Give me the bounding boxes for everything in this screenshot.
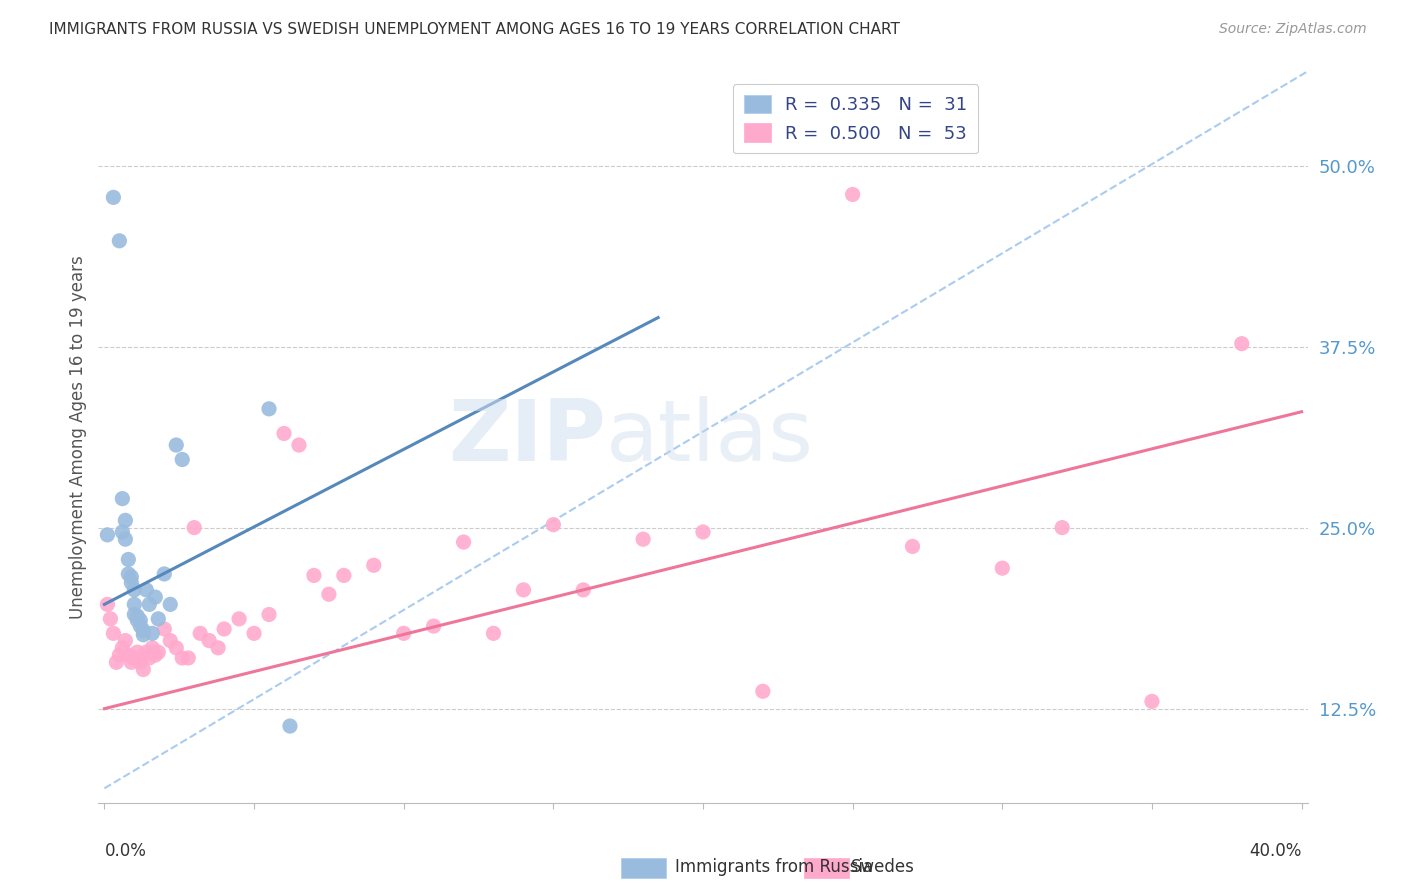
Point <box>228 612 250 626</box>
Point <box>165 640 187 655</box>
Point <box>1050 520 1073 534</box>
Text: IMMIGRANTS FROM RUSSIA VS SWEDISH UNEMPLOYMENT AMONG AGES 16 TO 19 YEARS CORRELA: IMMIGRANTS FROM RUSSIA VS SWEDISH UNEMPL… <box>49 22 900 37</box>
Point <box>96 528 118 542</box>
Point <box>257 401 280 416</box>
Point <box>207 640 229 655</box>
Point <box>135 645 157 659</box>
Point <box>108 234 131 248</box>
Point <box>212 622 235 636</box>
Point <box>127 645 149 659</box>
Point <box>752 684 775 698</box>
Point <box>572 582 595 597</box>
Point <box>333 568 356 582</box>
Point <box>172 651 194 665</box>
Point <box>103 626 125 640</box>
Point <box>111 491 134 506</box>
Text: 40.0%: 40.0% <box>1249 842 1302 860</box>
Point <box>288 438 311 452</box>
Point <box>105 655 128 669</box>
Text: ZIP: ZIP <box>449 395 606 479</box>
Point <box>188 626 211 640</box>
Point <box>114 532 136 546</box>
Point <box>302 568 325 582</box>
Point <box>143 648 166 662</box>
Point <box>124 598 146 612</box>
Point <box>127 609 149 624</box>
Point <box>108 648 131 662</box>
Point <box>96 598 118 612</box>
Point <box>132 624 155 638</box>
Point <box>120 655 142 669</box>
Point <box>318 587 340 601</box>
Point <box>273 426 295 441</box>
Point <box>127 613 149 627</box>
Point <box>159 598 181 612</box>
Point <box>183 520 205 534</box>
Point <box>278 719 301 733</box>
Point <box>117 566 139 581</box>
Point <box>153 622 176 636</box>
Text: Immigrants from Russia: Immigrants from Russia <box>675 858 873 876</box>
Point <box>901 540 924 554</box>
Point <box>141 626 163 640</box>
Point <box>120 570 142 584</box>
Point <box>453 535 475 549</box>
Point <box>141 640 163 655</box>
Point <box>1140 694 1163 708</box>
Point <box>177 651 200 665</box>
Point <box>991 561 1014 575</box>
Point <box>198 633 221 648</box>
Point <box>1230 336 1253 351</box>
Point <box>132 663 155 677</box>
Point <box>124 607 146 622</box>
Legend: R =  0.335   N =  31, R =  0.500   N =  53: R = 0.335 N = 31, R = 0.500 N = 53 <box>733 84 979 153</box>
Text: Source: ZipAtlas.com: Source: ZipAtlas.com <box>1219 22 1367 37</box>
Point <box>243 626 266 640</box>
Point <box>172 452 194 467</box>
Point <box>111 524 134 539</box>
Point <box>138 651 160 665</box>
Point <box>135 582 157 597</box>
Y-axis label: Unemployment Among Ages 16 to 19 years: Unemployment Among Ages 16 to 19 years <box>69 255 87 619</box>
Point <box>363 558 385 573</box>
Text: Swedes: Swedes <box>851 858 914 876</box>
Point <box>132 628 155 642</box>
Text: atlas: atlas <box>606 395 814 479</box>
Point <box>138 598 160 612</box>
Point <box>103 190 125 204</box>
Point <box>117 648 139 662</box>
Point <box>143 590 166 604</box>
Point <box>165 438 187 452</box>
Point <box>153 566 176 581</box>
Point <box>124 651 146 665</box>
Point <box>841 187 863 202</box>
Point <box>692 524 714 539</box>
Point <box>120 575 142 590</box>
Text: 0.0%: 0.0% <box>104 842 146 860</box>
Point <box>257 607 280 622</box>
Point <box>482 626 505 640</box>
Point <box>129 613 152 627</box>
Point <box>148 645 170 659</box>
Point <box>543 517 565 532</box>
Point <box>392 626 415 640</box>
Point <box>631 532 654 546</box>
Point <box>114 513 136 527</box>
Point <box>148 612 170 626</box>
Point <box>422 619 444 633</box>
Point <box>117 552 139 566</box>
Point <box>129 655 152 669</box>
Point <box>111 640 134 655</box>
Point <box>159 633 181 648</box>
Point <box>100 612 122 626</box>
Point <box>114 633 136 648</box>
Point <box>512 582 534 597</box>
Point <box>129 619 152 633</box>
Point <box>124 582 146 597</box>
